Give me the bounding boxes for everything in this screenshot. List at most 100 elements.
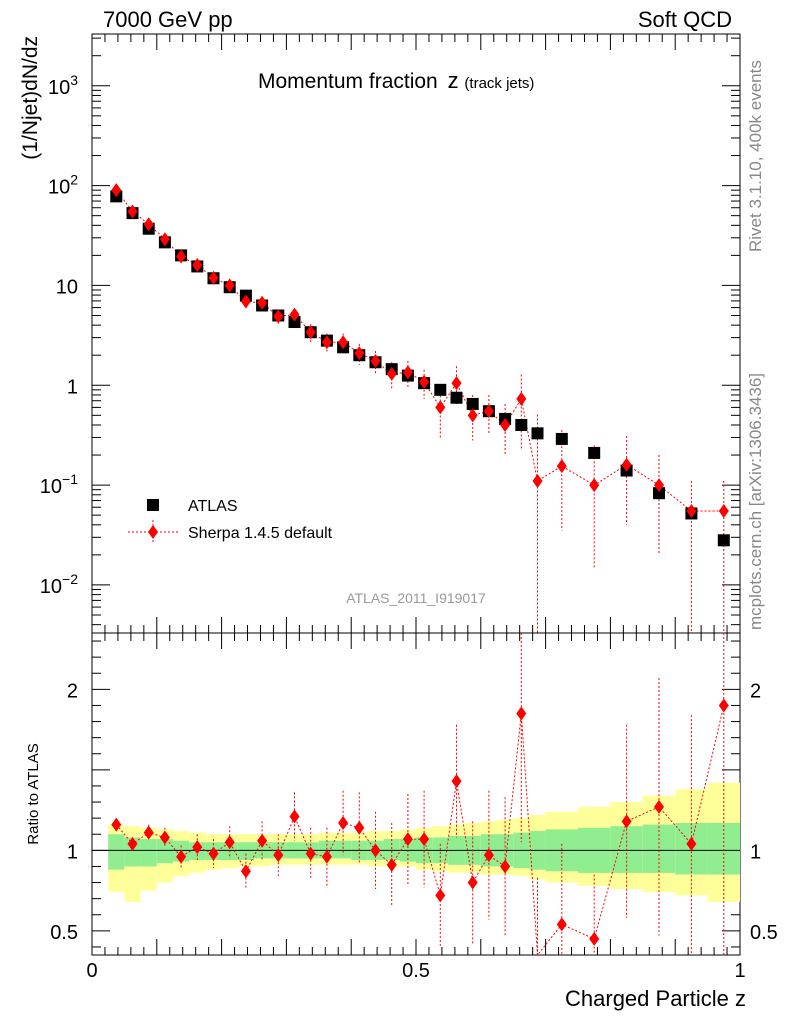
mc-point xyxy=(532,473,543,488)
y-tick-label: 103 xyxy=(48,72,78,99)
mc-ratio-point xyxy=(370,843,381,858)
mc-point xyxy=(224,278,235,293)
mc-ratio-point xyxy=(435,888,446,903)
legend: ATLAS Sherpa 1.4.5 default xyxy=(128,498,333,544)
main-title: Momentum fraction z (track jets) xyxy=(258,68,534,93)
mc-point xyxy=(419,374,430,389)
mc-ratio-point xyxy=(419,832,430,847)
mc-ratio-point xyxy=(467,875,478,890)
atlas-point xyxy=(515,418,528,431)
mc-point xyxy=(500,417,511,432)
ratio-y-tick-label: 2 xyxy=(67,680,78,702)
mc-point xyxy=(321,335,332,350)
y-tick-label: 10−2 xyxy=(40,571,78,598)
mc-point xyxy=(718,504,729,519)
mc-point xyxy=(192,258,203,273)
ratio-ylabel: Ratio to ATLAS xyxy=(25,743,42,844)
main-plot-frame xyxy=(91,33,741,634)
legend-atlas-marker xyxy=(147,499,159,511)
y-tick-label: 1 xyxy=(67,376,78,398)
ratio-y-tick-label: 1 xyxy=(67,841,78,863)
mc-ratio-point xyxy=(111,817,122,832)
mc-ratio-point xyxy=(240,864,251,879)
mc-ratio-point xyxy=(386,857,397,872)
ratio-y-tick-label: 0.5 xyxy=(50,922,78,944)
main-ylabel: (1/Njet)dN/dz xyxy=(19,36,42,160)
mc-point xyxy=(654,478,664,493)
mc-point xyxy=(483,404,494,419)
mc-point xyxy=(289,307,300,322)
uncertainty-band-inner xyxy=(642,824,676,873)
ratio-y-tick-label-right: 2 xyxy=(750,680,761,702)
mc-point xyxy=(556,459,567,474)
header-left: 7000 GeV pp xyxy=(103,7,233,32)
ratio-y-tick-label-right: 0.5 xyxy=(750,922,778,944)
y-tick-label: 10−1 xyxy=(40,471,78,498)
mc-point xyxy=(176,249,187,264)
x-tick-label: 1 xyxy=(734,960,745,982)
mc-point xyxy=(273,309,284,324)
main-title-text: Momentum fraction xyxy=(258,70,438,93)
ratio-plot-frame xyxy=(91,632,741,956)
analysis-label: ATLAS_2011_I919017 xyxy=(346,590,486,606)
legend-mc-label: Sherpa 1.4.5 default xyxy=(188,525,333,542)
uncertainty-band-inner xyxy=(140,839,157,867)
mc-point xyxy=(467,408,478,423)
mc-ratio-point xyxy=(289,809,300,824)
mc-point xyxy=(257,295,268,310)
atlas-point xyxy=(531,427,544,440)
xlabel: Charged Particle z xyxy=(565,986,746,1011)
legend-mc-marker xyxy=(148,525,158,539)
mc-point xyxy=(435,400,446,415)
y-tick-label: 102 xyxy=(48,172,78,199)
mc-point xyxy=(338,335,349,350)
mc-ratio-point xyxy=(516,706,527,721)
atlas-point xyxy=(717,534,730,547)
mc-point xyxy=(370,354,381,369)
mc-ratio-point xyxy=(451,774,462,789)
atlas-point xyxy=(653,487,665,500)
uncertainty-band-inner xyxy=(156,839,173,864)
atlas-point xyxy=(466,397,479,410)
mc-ratio-point xyxy=(321,849,332,864)
atlas-point xyxy=(288,316,301,329)
mc-ratio-point xyxy=(556,917,567,932)
mc-point xyxy=(143,217,154,232)
mc-ratio-point xyxy=(686,836,697,851)
mc-ratio-point xyxy=(127,836,138,851)
mc-point xyxy=(159,232,170,247)
atlas-point xyxy=(450,391,463,404)
mc-ratio-point xyxy=(159,830,170,845)
mc-ratio-point xyxy=(208,846,219,861)
mc-ratio-point xyxy=(621,814,632,829)
mc-ratio-point xyxy=(589,931,600,946)
uncertainty-band-inner xyxy=(335,840,352,859)
mc-ratio-point xyxy=(257,833,268,848)
mc-ratio-point xyxy=(654,799,664,814)
x-tick-label: 0.5 xyxy=(402,960,430,982)
mc-ratio-point xyxy=(305,846,316,861)
mc-ratio-point xyxy=(354,820,365,835)
mc-ratio-point xyxy=(176,849,187,864)
mc-ratio-point xyxy=(273,848,284,863)
mc-ratio-point xyxy=(143,825,154,840)
mc-ratio-point xyxy=(224,835,235,850)
main-title-sub: (track jets) xyxy=(464,75,534,92)
mc-point xyxy=(686,504,697,519)
atlas-point xyxy=(434,383,447,396)
mc-series-line xyxy=(115,189,724,512)
mc-ratio-point xyxy=(718,698,729,713)
mc-point xyxy=(208,270,219,285)
mc-ratio-point xyxy=(338,815,349,830)
mc-ratio-point xyxy=(192,840,203,855)
x-tick-label: 0 xyxy=(86,960,97,982)
mc-ratio-point xyxy=(500,859,511,874)
mc-ratio-point xyxy=(402,832,413,847)
mc-point xyxy=(621,457,632,472)
ratio-y-tick-label-right: 1 xyxy=(750,841,761,863)
uncertainty-band-inner xyxy=(383,839,400,861)
uncertainty-band-inner xyxy=(237,842,254,861)
mc-point xyxy=(111,183,122,198)
mc-point xyxy=(589,478,600,493)
